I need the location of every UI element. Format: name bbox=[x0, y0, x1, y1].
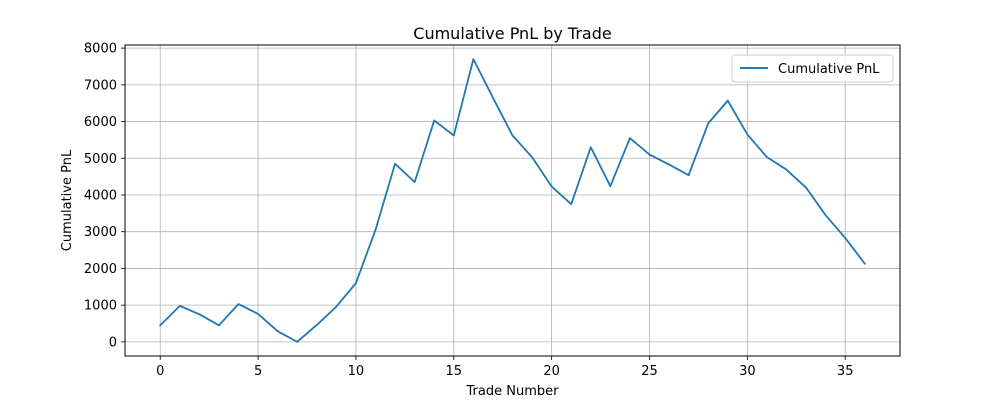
y-tick-label: 6000 bbox=[84, 115, 117, 130]
x-tick-label: 15 bbox=[446, 364, 463, 379]
plot-frame bbox=[124, 44, 901, 357]
series-layer bbox=[158, 58, 867, 343]
legend-box bbox=[731, 54, 894, 83]
grid bbox=[125, 45, 900, 356]
y-tick-label: 2000 bbox=[84, 262, 117, 277]
ticks: 0 5 10 15 20 25 30 35 0 1000 2000 3000 4000 5000 6000 7… bbox=[84, 42, 854, 379]
y-tick-label: 1000 bbox=[84, 299, 117, 314]
x-tick-label: 0 bbox=[156, 364, 164, 379]
legend: Cumulative PnL bbox=[731, 54, 894, 83]
y-tick-label: 5000 bbox=[84, 152, 117, 167]
y-axis-label: Cumulative PnL bbox=[60, 149, 75, 251]
x-axis-label: Trade Number bbox=[466, 384, 560, 399]
series-line-0 bbox=[158, 58, 867, 343]
y-tick-label: 3000 bbox=[84, 225, 117, 240]
y-tick-label: 8000 bbox=[84, 42, 117, 57]
x-tick-label: 25 bbox=[641, 364, 658, 379]
x-tick-label: 5 bbox=[254, 364, 262, 379]
y-tick-label: 0 bbox=[109, 335, 117, 350]
x-tick-label: 10 bbox=[348, 364, 365, 379]
x-tick-label: 30 bbox=[739, 364, 756, 379]
x-tick-label: 35 bbox=[837, 364, 854, 379]
chart-title: Cumulative PnL by Trade bbox=[413, 24, 611, 43]
y-tick-label: 7000 bbox=[84, 78, 117, 93]
y-tick-label: 4000 bbox=[84, 188, 117, 203]
legend-label: Cumulative PnL bbox=[778, 62, 880, 77]
x-tick-label: 20 bbox=[543, 364, 560, 379]
